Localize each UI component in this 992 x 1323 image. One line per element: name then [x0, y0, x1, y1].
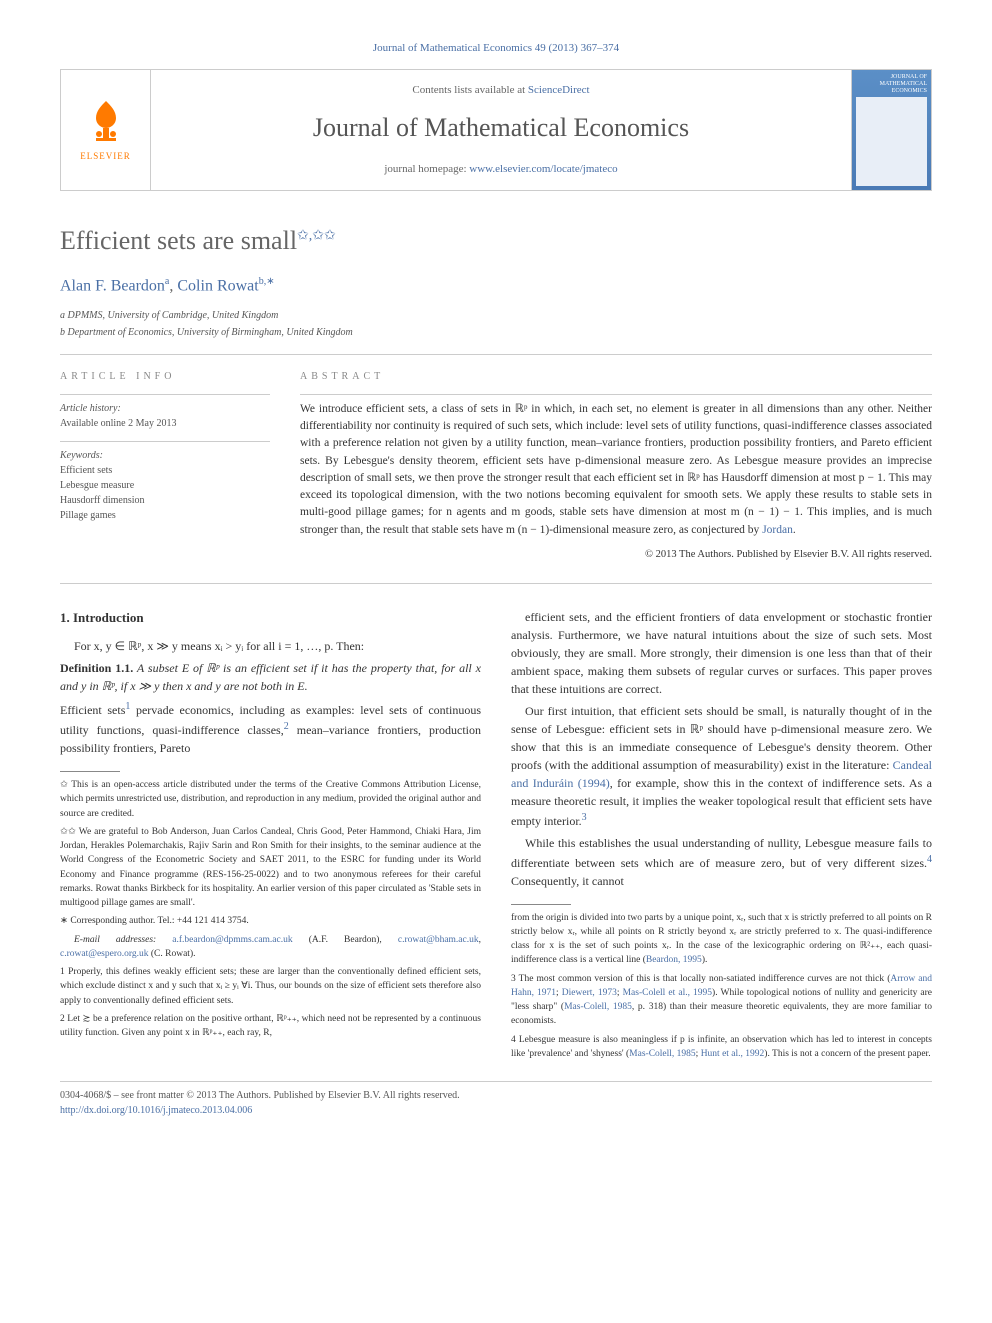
article-info-col: article info Article history: Available …: [60, 369, 270, 563]
footnote-rule-right: [511, 904, 571, 905]
bottom-bar: 0304-4068/$ – see front matter © 2013 Th…: [60, 1081, 932, 1118]
email-1-link[interactable]: a.f.beardon@dpmms.cam.ac.uk: [172, 935, 292, 945]
fn2-tail: ).: [702, 955, 708, 965]
homepage-prefix: journal homepage:: [384, 163, 469, 175]
author-1-sup: a: [165, 276, 169, 287]
journal-header-box: ELSEVIER Contents lists available at Sci…: [60, 69, 932, 191]
fn-2: 2 Let ≿ be a preference relation on the …: [60, 1012, 481, 1041]
email-3-link[interactable]: c.rowat@espero.org.uk: [60, 949, 149, 959]
keywords-label: Keywords:: [60, 448, 270, 463]
contents-line: Contents lists available at ScienceDirec…: [163, 82, 839, 99]
elsevier-tree-icon: [81, 96, 131, 146]
author-1-link[interactable]: Alan F. Beardon: [60, 277, 165, 294]
fn2-cont-text: from the origin is divided into two part…: [511, 913, 932, 966]
mascolell-1995-link[interactable]: Mas-Colell et al., 1995: [623, 988, 712, 998]
affiliation-a: a DPMMS, University of Cambridge, United…: [60, 308, 932, 323]
title-text: Efficient sets are small: [60, 226, 297, 255]
divider-2: [60, 583, 932, 584]
contents-prefix: Contents lists available at: [412, 84, 527, 96]
author-2-link[interactable]: Colin Rowat: [177, 277, 258, 294]
divider-1: [60, 354, 932, 355]
abstract-jordan-link[interactable]: Jordan: [762, 524, 793, 536]
sciencedirect-link[interactable]: ScienceDirect: [528, 84, 590, 96]
keywords-block: Keywords: Efficient sets Lebesgue measur…: [60, 441, 270, 523]
homepage-link[interactable]: www.elsevier.com/locate/jmateco: [469, 163, 617, 175]
fn-ref-3[interactable]: 3: [582, 812, 587, 823]
abstract-tail: .: [793, 524, 796, 536]
abstract-heading: abstract: [300, 369, 932, 384]
journal-name: Journal of Mathematical Economics: [163, 108, 839, 147]
info-heading: article info: [60, 369, 270, 384]
para-4: Our first intuition, that efficient sets…: [511, 702, 932, 830]
title-sup: ✩,✩✩: [297, 228, 336, 243]
fn-dstar: ✩✩ We are grateful to Bob Anderson, Juan…: [60, 825, 481, 911]
hunt-1992-link[interactable]: Hunt et al., 1992: [701, 1049, 765, 1059]
front-matter-line: 0304-4068/$ – see front matter © 2013 Th…: [60, 1088, 932, 1103]
kw-3: Hausdorff dimension: [60, 493, 270, 508]
elsevier-logo: ELSEVIER: [61, 70, 151, 190]
kw-1: Efficient sets: [60, 463, 270, 478]
diewert-link[interactable]: Diewert, 1973: [562, 988, 617, 998]
kw-2: Lebesgue measure: [60, 478, 270, 493]
homepage-line: journal homepage: www.elsevier.com/locat…: [163, 161, 839, 178]
fn-1: 1 Properly, this defines weakly efficien…: [60, 965, 481, 1008]
mascolell-1985-link[interactable]: Mas-Colell, 1985: [564, 1002, 632, 1012]
history-value: Available online 2 May 2013: [60, 416, 270, 431]
p5b: Consequently, it cannot: [511, 874, 624, 888]
p5a: While this establishes the usual underst…: [511, 836, 932, 870]
fn-star: ✩ This is an open-access article distrib…: [60, 778, 481, 821]
header-center: Contents lists available at ScienceDirec…: [151, 70, 851, 190]
authors-line: Alan F. Beardona, Colin Rowatb,∗: [60, 274, 932, 298]
citation-line: Journal of Mathematical Economics 49 (20…: [60, 40, 932, 57]
email-2-sep: ,: [479, 935, 481, 945]
mascolell-1985-link-2[interactable]: Mas-Colell, 1985: [629, 1049, 696, 1059]
fn-3: 3 The most common version of this is tha…: [511, 972, 932, 1029]
email-1-name: (A.F. Beardon),: [293, 935, 398, 945]
section-1-title: 1. Introduction: [60, 608, 481, 628]
fn-2-cont: from the origin is divided into two part…: [511, 911, 932, 968]
footnote-rule-left: [60, 771, 120, 772]
history-label: Article history:: [60, 401, 270, 416]
para-2: Efficient sets1 pervade economics, inclu…: [60, 699, 481, 757]
p4a: Our first intuition, that efficient sets…: [511, 704, 932, 772]
author-2-sup: b,∗: [259, 276, 275, 287]
cover-thumb-title: JOURNAL OF MATHEMATICAL ECONOMICS: [856, 74, 927, 96]
cover-thumbnail: JOURNAL OF MATHEMATICAL ECONOMICS: [851, 70, 931, 190]
definition-1-1: Definition 1.1. A subset E of ℝᵖ is an e…: [60, 659, 481, 695]
email-2-link[interactable]: c.rowat@bham.ac.uk: [398, 935, 479, 945]
affiliation-b: b Department of Economics, University of…: [60, 325, 932, 340]
def-label: Definition 1.1.: [60, 661, 133, 675]
abstract-copyright: © 2013 The Authors. Published by Elsevie…: [300, 547, 932, 563]
doi-link[interactable]: http://dx.doi.org/10.1016/j.jmateco.2013…: [60, 1105, 252, 1116]
email-3-name: (C. Rowat).: [149, 949, 196, 959]
fn4b: ). This is not a concern of the present …: [764, 1049, 930, 1059]
beardon-1995-link[interactable]: Beardon, 1995: [646, 955, 702, 965]
history-block: Article history: Available online 2 May …: [60, 394, 270, 431]
fn-corr: ∗ Corresponding author. Tel.: +44 121 41…: [60, 914, 481, 928]
abstract-text: We introduce efficient sets, a class of …: [300, 394, 932, 539]
fn3a: 3 The most common version of this is tha…: [511, 974, 890, 984]
para-5: While this establishes the usual underst…: [511, 834, 932, 890]
para-3: efficient sets, and the efficient fronti…: [511, 608, 932, 698]
body-columns: 1. Introduction For x, y ∈ ℝᵖ, x ≫ y mea…: [60, 608, 932, 1062]
abstract-col: abstract We introduce efficient sets, a …: [300, 369, 932, 563]
p2a: Efficient sets: [60, 703, 125, 717]
fn-ref-4[interactable]: 4: [927, 854, 932, 865]
fn-email: E-mail addresses: a.f.beardon@dpmms.cam.…: [60, 933, 481, 962]
abstract-body: We introduce efficient sets, a class of …: [300, 403, 932, 536]
elsevier-label: ELSEVIER: [80, 150, 131, 164]
kw-4: Pillage games: [60, 508, 270, 523]
fn-4: 4 Lebesgue measure is also meaningless i…: [511, 1033, 932, 1062]
para-1: For x, y ∈ ℝᵖ, x ≫ y means xᵢ > yᵢ for a…: [60, 637, 481, 655]
fn-email-label: E-mail addresses:: [74, 935, 172, 945]
article-title: Efficient sets are small✩,✩✩: [60, 221, 932, 260]
cover-thumb-body: [856, 97, 927, 185]
